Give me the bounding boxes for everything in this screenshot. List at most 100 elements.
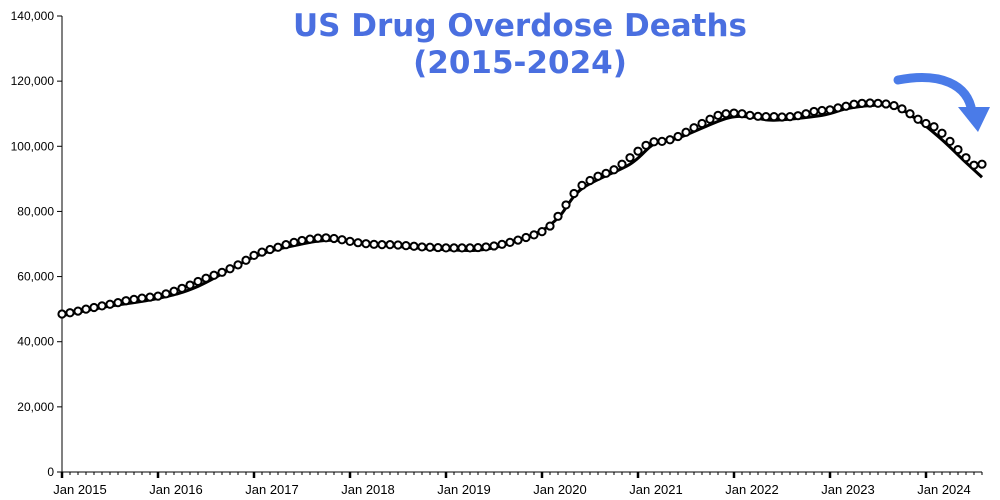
- data-point: [553, 211, 563, 221]
- data-point: [385, 240, 395, 250]
- data-point: [777, 112, 787, 122]
- data-point: [601, 168, 611, 178]
- data-point: [865, 98, 875, 108]
- chart-title-line-1: US Drug Overdose Deaths: [293, 8, 747, 44]
- data-point: [721, 109, 731, 119]
- data-point: [737, 109, 747, 119]
- x-axis: Jan 2015 Jan 2016 Jan 2017 Jan 2018 Jan 2019…: [53, 471, 983, 497]
- data-point: [361, 239, 371, 249]
- data-point: [617, 159, 627, 169]
- data-point: [265, 244, 275, 255]
- data-point: [833, 103, 843, 113]
- y-tick-label: 120,000: [11, 74, 55, 88]
- x-tick-label: Jan 2021: [629, 482, 683, 497]
- data-point: [713, 110, 723, 120]
- data-point: [201, 273, 211, 283]
- data-point: [297, 235, 307, 246]
- x-tick-label: Jan 2019: [437, 482, 491, 497]
- data-point: [305, 234, 315, 244]
- data-point: [329, 233, 339, 244]
- data-point: [809, 106, 819, 117]
- data-point: [105, 299, 115, 309]
- data-point: [681, 127, 691, 137]
- chart-title-line-2: (2015-2024): [413, 45, 627, 81]
- data-point: [857, 98, 867, 108]
- data-point: [57, 309, 67, 319]
- data-point: [369, 239, 379, 249]
- x-tick-label: Jan 2017: [245, 482, 299, 497]
- data-point: [169, 286, 179, 296]
- x-tick-label: Jan 2018: [341, 482, 395, 497]
- data-point: [185, 280, 195, 290]
- data-point: [481, 242, 491, 252]
- data-point: [497, 239, 507, 249]
- data-point: [161, 289, 171, 299]
- data-point: [233, 260, 243, 270]
- data-point: [841, 101, 851, 111]
- data-point: [273, 242, 283, 252]
- data-point: [897, 104, 907, 114]
- curved-arrow-icon: [893, 73, 990, 132]
- data-point: [449, 243, 459, 253]
- data-point: [249, 250, 259, 260]
- data-point: [913, 114, 923, 124]
- y-tick-label: 100,000: [11, 139, 55, 153]
- data-point: [505, 237, 515, 247]
- data-point: [665, 135, 675, 145]
- data-point: [641, 140, 651, 150]
- x-tick-label: Jan 2015: [53, 482, 107, 497]
- data-point: [905, 109, 915, 119]
- data-point: [969, 160, 979, 170]
- data-point: [929, 122, 939, 132]
- y-axis: 0 20,000 40,000 60,000 80,000 100,000 120,000 1…: [11, 9, 63, 479]
- data-point: [465, 243, 475, 253]
- data-point: [609, 165, 619, 175]
- data-point: [561, 200, 571, 210]
- data-point: [889, 100, 899, 111]
- data-point: [785, 112, 795, 122]
- data-point: [145, 292, 155, 302]
- data-point: [649, 137, 659, 147]
- data-point: [457, 243, 467, 253]
- x-tick-label: Jan 2016: [149, 482, 203, 497]
- data-point: [705, 114, 715, 124]
- y-tick-label: 60,000: [17, 270, 54, 284]
- data-point: [625, 153, 635, 163]
- data-point: [529, 230, 539, 240]
- data-point: [377, 240, 387, 250]
- data-point: [961, 153, 971, 163]
- x-tick-label: Jan 2024: [917, 482, 971, 497]
- data-point: [673, 131, 683, 142]
- data-point: [921, 118, 931, 129]
- data-point: [321, 233, 331, 243]
- data-point: [97, 301, 107, 311]
- data-point: [177, 283, 187, 293]
- data-point: [393, 240, 403, 250]
- x-tick-label: Jan 2023: [821, 482, 875, 497]
- data-point: [585, 175, 595, 186]
- y-tick-label: 20,000: [17, 400, 54, 414]
- data-point: [89, 302, 99, 313]
- y-tick-label: 80,000: [17, 204, 54, 218]
- data-point: [745, 110, 755, 120]
- data-point: [633, 146, 643, 156]
- data-point: [225, 264, 235, 274]
- y-tick-label: 140,000: [11, 9, 55, 23]
- data-point: [945, 136, 955, 146]
- data-point: [817, 105, 827, 116]
- y-tick-label: 0: [47, 465, 54, 479]
- data-point: [801, 109, 811, 119]
- data-point: [825, 105, 835, 115]
- data-point: [977, 159, 987, 169]
- data-point: [873, 98, 883, 108]
- data-point: [73, 306, 83, 316]
- data-point: [257, 247, 267, 257]
- data-point: [793, 111, 803, 121]
- data-point: [153, 291, 163, 301]
- x-tick-label: Jan 2022: [725, 482, 779, 497]
- data-point: [425, 242, 435, 252]
- data-point: [313, 233, 323, 243]
- data-point: [417, 242, 427, 252]
- series-points-group: [57, 98, 987, 319]
